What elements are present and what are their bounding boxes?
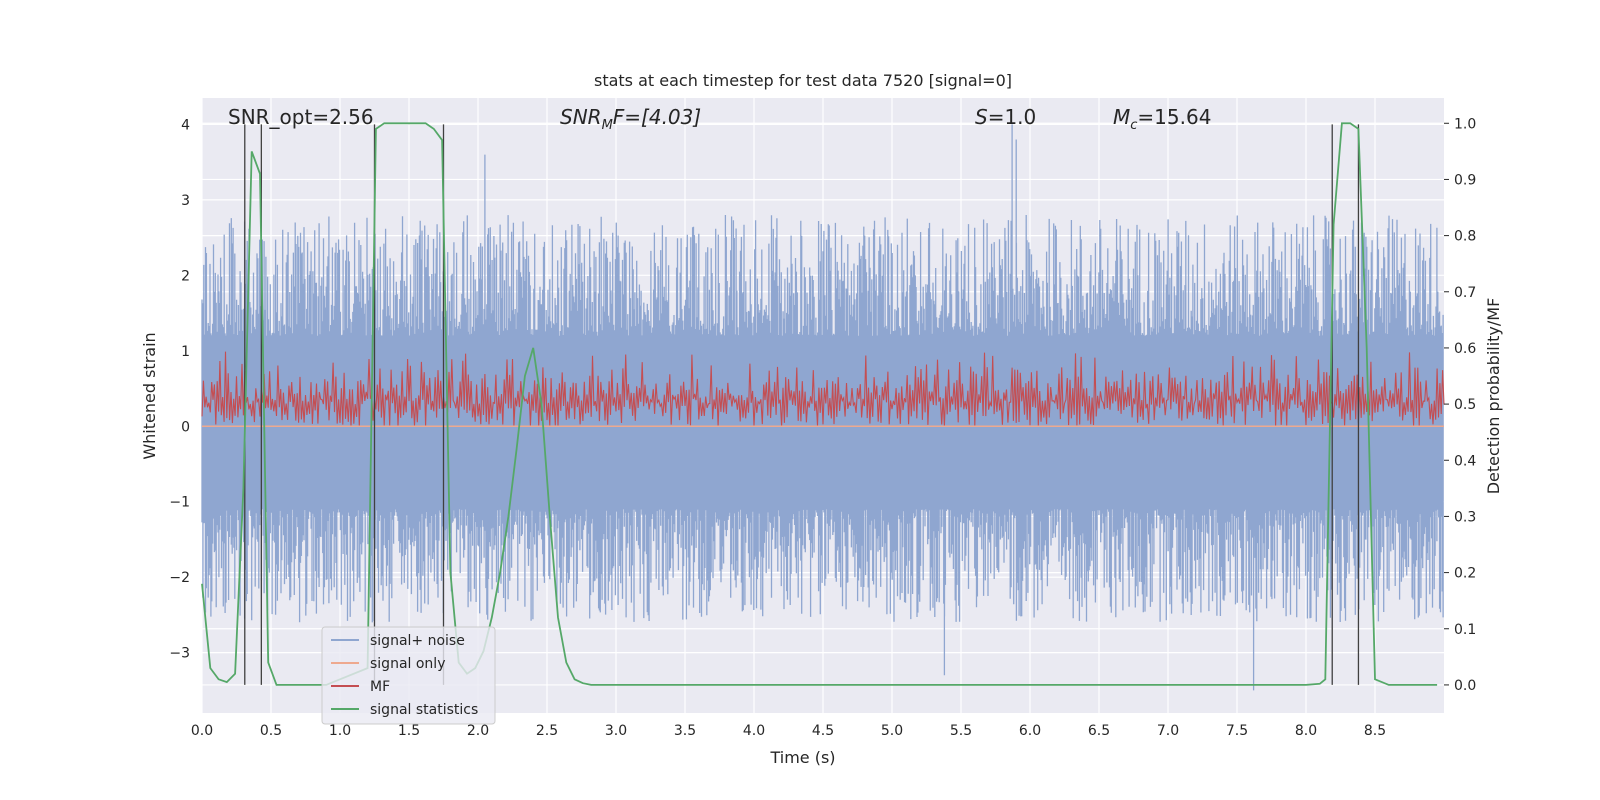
annotation-snr-mf: SNRMF=[4.03] xyxy=(560,105,701,133)
y-left-tick-label: −2 xyxy=(169,570,190,586)
x-tick-label: 4.0 xyxy=(743,723,765,739)
x-tick-label: 1.0 xyxy=(329,723,351,739)
y-left-tick-label: 2 xyxy=(181,268,190,284)
series-mf xyxy=(201,351,1445,427)
x-tick-label: 5.5 xyxy=(950,723,972,739)
y-axis-left-label: Whitened strain xyxy=(140,332,159,459)
y-left-tick-label: −1 xyxy=(169,495,190,511)
y-right-tick-label: 0.0 xyxy=(1454,678,1476,694)
legend-box xyxy=(321,626,496,725)
y-axis-right-ticks: 1.0 0.9 0.8 0.7 0.6 0.5 0.4 0.3 0.2 0.1 0.0 xyxy=(1444,116,1476,694)
y-right-tick-label: 0.4 xyxy=(1454,453,1476,469)
legend-label-signal-only: signal only xyxy=(370,656,445,672)
legend-label-mf: MF xyxy=(370,679,390,695)
x-tick-label: 7.0 xyxy=(1157,723,1179,739)
y-right-tick-label: 0.7 xyxy=(1454,285,1476,301)
x-tick-label: 3.0 xyxy=(605,723,627,739)
y-right-tick-label: 0.9 xyxy=(1454,172,1476,188)
x-tick-label: 6.5 xyxy=(1088,723,1110,739)
annotation-s: S=1.0 xyxy=(975,105,1036,129)
x-tick-label: 8.5 xyxy=(1364,723,1386,739)
annotation-snr-opt: SNR_opt=2.56 xyxy=(228,105,374,129)
x-tick-label: 1.5 xyxy=(398,723,420,739)
mf-trace xyxy=(201,351,1445,427)
y-right-tick-label: 0.5 xyxy=(1454,397,1476,413)
x-tick-label: 6.0 xyxy=(1019,723,1041,739)
y-right-tick-label: 1.0 xyxy=(1454,116,1476,132)
y-left-tick-label: 4 xyxy=(181,117,190,133)
y-right-tick-label: 0.6 xyxy=(1454,341,1476,357)
x-tick-label: 0.5 xyxy=(260,723,282,739)
y-left-tick-label: 1 xyxy=(181,344,190,360)
x-tick-label: 8.0 xyxy=(1295,723,1317,739)
y-right-tick-label: 0.1 xyxy=(1454,622,1476,638)
y-left-tick-label: −3 xyxy=(169,646,190,662)
x-axis-ticks: 0.0 0.5 1.0 1.5 2.0 2.5 3.0 3.5 4.0 4.5 5.0 5.5 6.0 6… xyxy=(191,723,1386,739)
x-tick-label: 5.0 xyxy=(881,723,903,739)
y-right-tick-label: 0.2 xyxy=(1454,566,1476,582)
annotation-mc: Mc=15.64 xyxy=(1113,105,1211,133)
y-axis-right-label: Detection probability/MF xyxy=(1484,298,1503,495)
y-left-tick-label: 0 xyxy=(181,419,190,435)
x-tick-label: 4.5 xyxy=(812,723,834,739)
x-axis-label: Time (s) xyxy=(769,748,835,767)
legend-label-signal-noise: signal+ noise xyxy=(370,633,465,649)
y-right-tick-label: 0.3 xyxy=(1454,509,1476,525)
y-left-tick-label: 3 xyxy=(181,193,190,209)
x-tick-label: 2.5 xyxy=(536,723,558,739)
legend-label-signal-statistics: signal statistics xyxy=(370,702,478,718)
x-tick-label: 7.5 xyxy=(1226,723,1248,739)
legend: signal+ noise signal only MF signal stat… xyxy=(321,626,496,725)
chart-title: stats at each timestep for test data 752… xyxy=(594,71,1012,90)
y-axis-left-ticks: 4 3 2 1 0 −1 −2 −3 xyxy=(169,117,190,661)
y-right-tick-label: 0.8 xyxy=(1454,229,1476,245)
x-tick-label: 2.0 xyxy=(467,723,489,739)
x-tick-label: 0.0 xyxy=(191,723,213,739)
x-tick-label: 3.5 xyxy=(674,723,696,739)
